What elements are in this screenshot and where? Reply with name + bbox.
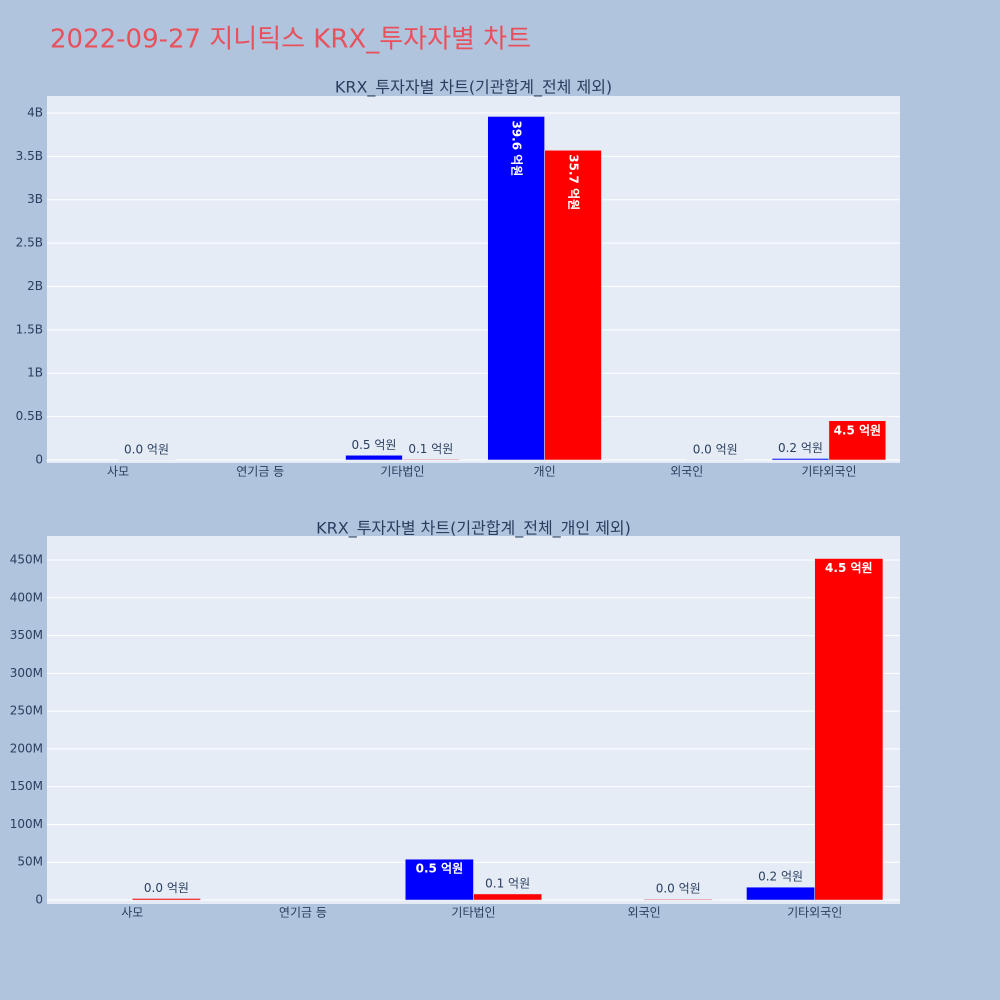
x-tick-label: 사모	[107, 465, 129, 479]
y-tick-label: 200M	[10, 741, 43, 755]
x-tick-label: 기타법인	[451, 906, 495, 920]
y-tick-label: 0	[35, 892, 43, 906]
page-title: 2022-09-27 지니틱스 KRX_투자자별 차트	[50, 25, 531, 55]
bar	[132, 898, 201, 901]
bar	[814, 558, 884, 901]
y-tick-label: 300M	[10, 666, 43, 680]
bar	[473, 893, 542, 901]
y-tick-label: 1B	[27, 366, 43, 380]
y-tick-label: 100M	[10, 817, 43, 831]
x-tick-label: 기타외국인	[787, 906, 842, 920]
bar	[487, 116, 545, 461]
value-label: 0.5 억원	[416, 862, 464, 876]
value-label: 0.1 억원	[408, 442, 453, 456]
chart-title: KRX_투자자별 차트(기관합계_전체 제외)	[335, 78, 612, 98]
bar	[345, 455, 403, 461]
y-tick-label: 50M	[17, 855, 43, 869]
y-tick-label: 350M	[10, 628, 43, 642]
y-tick-label: 3.5B	[16, 149, 43, 163]
x-tick-label: 외국인	[670, 465, 703, 479]
bar	[643, 898, 713, 901]
bar	[405, 858, 474, 901]
bar	[544, 150, 602, 461]
value-label: 0.0 억원	[656, 882, 701, 896]
bar	[771, 458, 830, 461]
y-tick-label: 4B	[27, 106, 43, 120]
bar	[402, 459, 460, 461]
y-tick-label: 1.5B	[16, 322, 43, 336]
value-label: 0.2 억원	[758, 870, 803, 884]
y-tick-label: 400M	[10, 590, 43, 604]
value-label: 0.0 억원	[124, 442, 169, 456]
x-tick-label: 사모	[121, 906, 143, 920]
x-tick-label: 연기금 등	[279, 906, 327, 920]
value-label: 0.2 억원	[778, 441, 823, 455]
value-label: 0.5 억원	[351, 438, 396, 452]
bar	[828, 420, 887, 461]
value-label: 4.5 억원	[834, 423, 882, 437]
y-tick-label: 0.5B	[16, 409, 43, 423]
x-tick-label: 연기금 등	[236, 465, 284, 479]
x-tick-label: 기타법인	[380, 465, 424, 479]
y-tick-label: 2.5B	[16, 236, 43, 250]
value-label: 0.0 억원	[144, 881, 189, 895]
x-tick-label: 외국인	[628, 906, 661, 920]
y-tick-label: 0	[35, 452, 43, 466]
value-label: 4.5 억원	[825, 561, 873, 575]
bar	[746, 886, 815, 901]
y-tick-label: 150M	[10, 779, 43, 793]
chart-title: KRX_투자자별 차트(기관합계_전체_개인 제외)	[316, 519, 631, 539]
y-tick-label: 250M	[10, 704, 43, 718]
plot-area	[47, 96, 900, 463]
value-label: 0.0 억원	[693, 442, 738, 456]
plot-area	[47, 536, 900, 904]
value-label: 0.1 억원	[485, 876, 530, 890]
y-tick-label: 2B	[27, 279, 43, 293]
x-tick-label: 개인	[534, 465, 556, 479]
y-tick-label: 3B	[27, 192, 43, 206]
x-tick-label: 기타외국인	[801, 465, 856, 479]
value-label: 35.7 억원	[567, 154, 581, 210]
y-tick-label: 450M	[10, 553, 43, 567]
value-label: 39.6 억원	[510, 120, 524, 176]
